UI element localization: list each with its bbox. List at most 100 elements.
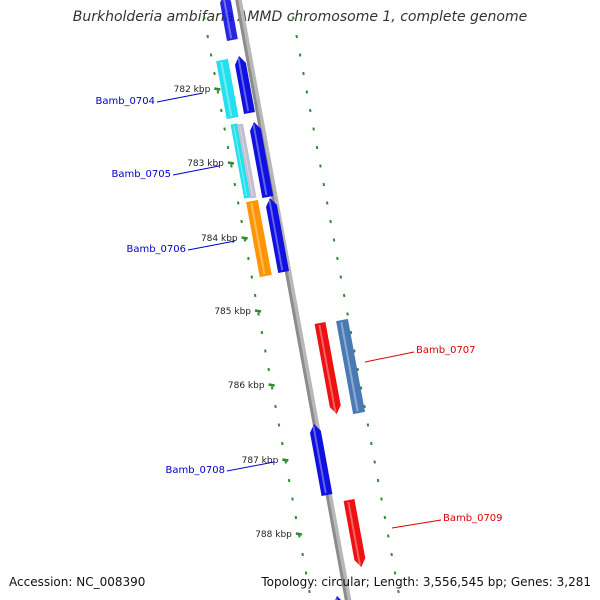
tick-label: 785 kbp <box>214 307 251 317</box>
ruler-dot <box>393 571 397 575</box>
ruler-dot <box>216 90 220 94</box>
cds-0708 <box>310 424 333 496</box>
backbone-shadow <box>235 0 352 600</box>
cds-0708-shape <box>310 424 333 496</box>
gene-leader-line <box>364 351 415 363</box>
cds-bottom-shape <box>335 596 341 600</box>
ruler-dot <box>233 182 237 187</box>
cds-0707-rna-shape <box>336 318 365 415</box>
ruler-dot <box>363 404 366 409</box>
ruler-dot <box>206 34 209 39</box>
ruler-dot <box>349 330 353 335</box>
ruler-dot <box>247 256 250 261</box>
ruler-dot <box>397 589 400 594</box>
ruler-dot <box>342 293 346 298</box>
cds-0706-rna <box>246 199 272 278</box>
gene-label: Bamb_0705 <box>111 169 171 180</box>
cds-0706 <box>266 198 289 273</box>
ruler-dot <box>260 330 264 335</box>
cds-0705-rna-shine <box>233 126 248 197</box>
ruler-dot <box>292 16 295 20</box>
ruler-dot <box>294 515 298 520</box>
ruler-dot <box>380 497 383 501</box>
cds-0705-shine <box>252 124 268 196</box>
ruler-dot <box>322 182 326 187</box>
ruler-dot <box>319 164 322 168</box>
ruler-dot <box>223 127 226 131</box>
gene-leader-line <box>391 519 442 529</box>
tick-label: 786 kbp <box>228 381 265 391</box>
ruler-dot <box>250 275 254 279</box>
ruler-dot <box>370 441 373 446</box>
ruler-dot <box>236 201 240 205</box>
cds-0704-shine <box>237 58 250 112</box>
ruler-dot <box>301 552 304 557</box>
cds-0707-shine <box>318 325 337 413</box>
cds-0706-shine <box>268 200 284 271</box>
cds-0705-grey <box>237 123 257 199</box>
ruler-dot <box>305 90 309 94</box>
ruler-dot <box>390 552 393 557</box>
gene-label: Bamb_0706 <box>126 244 186 255</box>
cds-0705-rna <box>230 123 251 199</box>
ruler-dot <box>329 219 332 224</box>
cds-0706-rna-shine <box>250 203 266 275</box>
ruler-dot <box>281 441 284 446</box>
cds-0705-grey-shape <box>237 123 257 199</box>
gene-leader-line <box>187 240 236 251</box>
ruler-dot <box>376 478 380 483</box>
gene-label: Bamb_0708 <box>165 465 225 476</box>
ruler-dot <box>277 423 281 427</box>
ruler-dot <box>332 238 336 242</box>
gene-label: Bamb_0707 <box>416 345 476 356</box>
cds-top <box>220 0 238 41</box>
ruler-dot <box>359 386 363 390</box>
cds-0705 <box>250 122 274 198</box>
cds-0704-shape <box>235 56 255 114</box>
cds-0704-rna-shape <box>216 58 239 120</box>
ruler-dot <box>312 127 315 131</box>
ruler-dot <box>353 349 356 353</box>
cds-0707-rna <box>336 318 365 415</box>
backbone <box>235 0 348 600</box>
gene-label: Bamb_0704 <box>95 96 155 107</box>
cds-0709-shape <box>343 499 366 567</box>
tick-label: 788 kbp <box>255 530 292 540</box>
map-title: Burkholderia ambifaria AMMD chromosome 1… <box>72 9 528 25</box>
ruler-dot <box>203 16 206 20</box>
accession-text: Accession: NC_008390 <box>9 575 146 589</box>
cds-0706-shape <box>266 198 289 273</box>
ruler-dot <box>220 108 223 113</box>
ruler-dot <box>291 497 294 501</box>
cds-0704-rna-shine <box>220 62 233 117</box>
cds-0709-shine <box>347 502 361 566</box>
ruler-dot <box>339 275 343 279</box>
tick-mark <box>227 161 235 165</box>
ruler-dot <box>298 53 302 57</box>
cds-0706-rna-shape <box>246 199 272 278</box>
tick-mark <box>214 87 221 91</box>
tick-mark <box>241 236 248 240</box>
ruler-dot <box>304 571 308 575</box>
cds-0704 <box>235 56 255 114</box>
cds-0707 <box>314 322 341 414</box>
ruler-dot <box>315 145 319 150</box>
tick-mark <box>282 458 289 462</box>
ruler-dot <box>325 201 329 205</box>
tick-label: 787 kbp <box>242 456 279 466</box>
cds-0709 <box>343 499 366 567</box>
ruler-dot <box>373 460 376 464</box>
cds-0707-shape <box>314 322 341 414</box>
ruler-dot <box>253 293 257 298</box>
cds-0704-rna <box>216 58 239 120</box>
ruler-dot <box>270 386 274 390</box>
ruler-dot <box>302 71 305 76</box>
ruler-dot <box>226 145 230 150</box>
tick-mark <box>268 383 275 387</box>
topology-text: Topology: circular; Length: 3,556,545 bp… <box>261 575 591 589</box>
tick-mark <box>295 532 303 536</box>
tick-label: 782 kbp <box>174 85 211 95</box>
gene-leader-line <box>156 92 204 103</box>
